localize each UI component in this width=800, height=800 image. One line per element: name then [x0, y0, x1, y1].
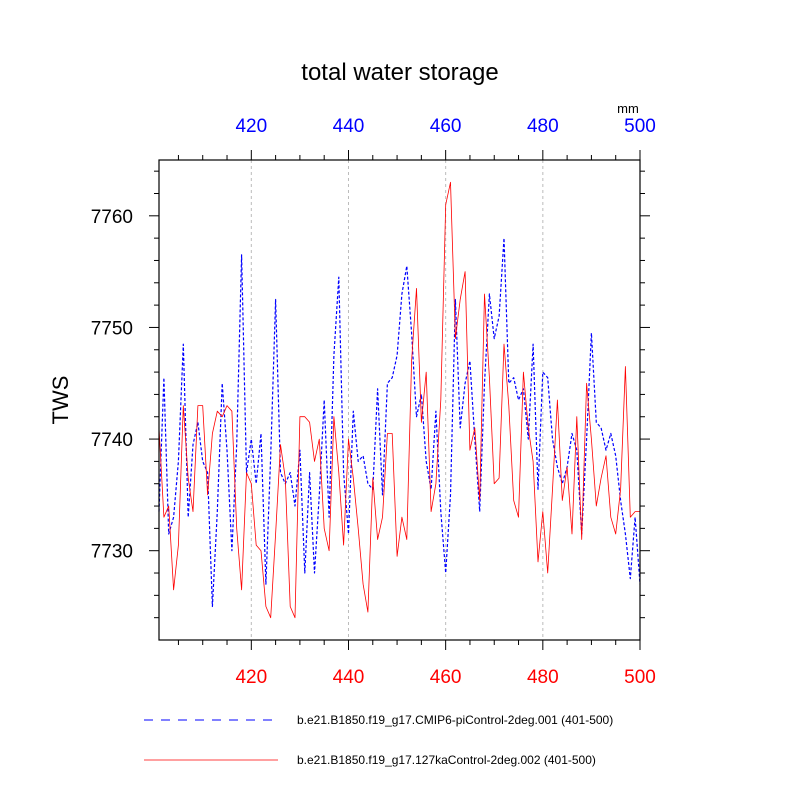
y-tick-label-7740: 7740 [91, 430, 133, 451]
tick-labels: 420 440 460 480 500 420 440 460 480 500 7730 7740 77… [91, 116, 656, 688]
y-axis-label: TWS [48, 376, 73, 425]
legend-label-127kaControl: b.e21.B1850.f19_g17.127kaControl-2deg.00… [297, 753, 596, 767]
series-line-piControl [158, 237, 641, 608]
y-tick-label-7760: 7760 [91, 207, 133, 228]
series-lines [158, 181, 641, 619]
x-top-tick-label-460: 460 [430, 116, 462, 137]
x-bottom-tick-label-460: 460 [430, 667, 462, 688]
x-top-tick-label-480: 480 [527, 116, 559, 137]
x-bottom-tick-label-420: 420 [235, 667, 267, 688]
units-label: mm [617, 101, 639, 116]
x-bottom-tick-label-500: 500 [624, 667, 656, 688]
axis-ticks [149, 150, 650, 650]
plot-frame [158, 159, 641, 641]
series-line-127kaControl [158, 181, 640, 619]
chart-title: total water storage [301, 59, 498, 86]
x-top-tick-label-500: 500 [624, 116, 656, 137]
x-top-tick-label-440: 440 [333, 116, 365, 137]
x-bottom-tick-label-480: 480 [527, 667, 559, 688]
x-top-tick-label-420: 420 [235, 116, 267, 137]
y-tick-label-7750: 7750 [91, 318, 133, 339]
grid-lines [250, 160, 544, 640]
y-tick-label-7730: 7730 [91, 542, 133, 563]
legend-label-piControl: b.e21.B1850.f19_g17.CMIP6-piControl-2deg… [297, 713, 613, 727]
x-bottom-tick-label-440: 440 [333, 667, 365, 688]
legend: b.e21.B1850.f19_g17.CMIP6-piControl-2deg… [144, 713, 613, 767]
